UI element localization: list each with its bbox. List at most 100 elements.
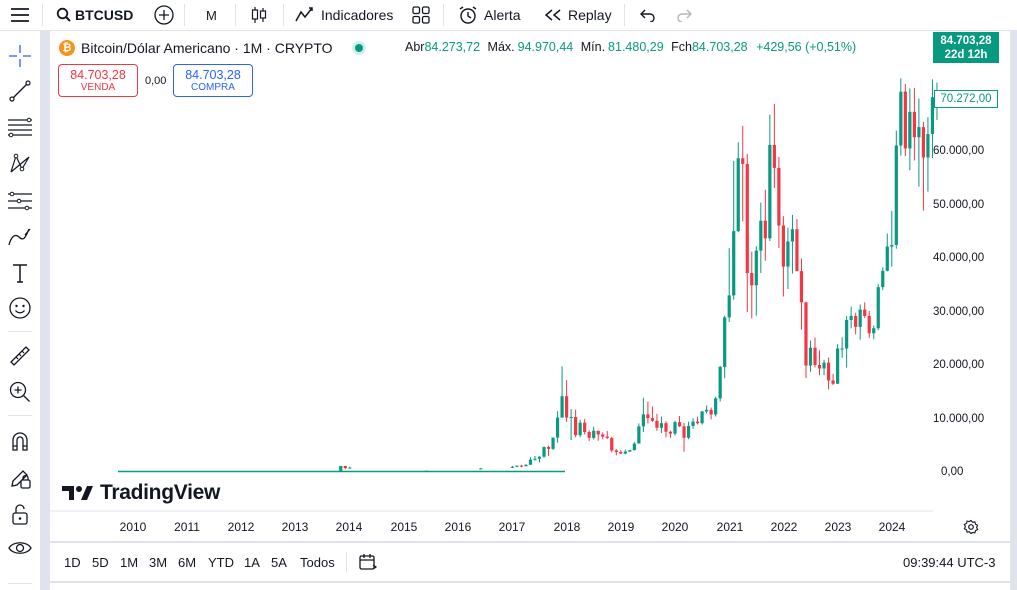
indicators-button[interactable]: Indicadores: [295, 0, 393, 30]
text-tool-icon[interactable]: [6, 260, 34, 286]
redo-icon: [677, 9, 692, 22]
year-tick: 2016: [444, 520, 472, 534]
replay-button[interactable]: Replay: [544, 0, 612, 30]
crosshair-tool-icon[interactable]: [6, 43, 34, 69]
sell-button[interactable]: 84.703,28 VENDA: [58, 64, 138, 97]
ruler-tool-icon[interactable]: [6, 343, 34, 369]
candle-2019-07: [646, 401, 650, 424]
grid-icon: [412, 6, 430, 24]
symbol-search-button[interactable]: BTCUSD: [56, 0, 133, 30]
price-chart[interactable]: [50, 31, 1010, 541]
range-button-5d[interactable]: 5D: [92, 554, 109, 570]
candle-body: [903, 91, 907, 149]
range-button-1a[interactable]: 1A: [244, 554, 260, 570]
candle-body: [772, 144, 776, 168]
undo-icon: [640, 9, 655, 22]
candle-body: [759, 220, 763, 251]
candle-2022-01: [781, 216, 785, 297]
range-button-1m[interactable]: 1M: [120, 554, 139, 570]
candle-2022-02: [786, 227, 790, 290]
range-button-ytd[interactable]: YTD: [208, 554, 234, 570]
candle-2021-06: [750, 251, 754, 319]
candle-2020-08: [705, 405, 709, 414]
candle-2019-12: [668, 430, 673, 438]
candle-body: [718, 366, 722, 399]
candle-body: [836, 348, 840, 384]
lock-icon[interactable]: [6, 501, 34, 527]
range-button-3m[interactable]: 3M: [149, 554, 168, 570]
candle-body: [664, 423, 668, 432]
emoji-tool-icon[interactable]: [6, 295, 34, 321]
candle-2017-03: [519, 464, 524, 468]
market-status-dot: [354, 44, 363, 52]
trend-line-tool-icon[interactable]: [6, 78, 34, 104]
candle-body: [854, 315, 858, 327]
year-tick: 2018: [553, 520, 581, 534]
candle-body: [628, 450, 632, 452]
magnet-icon[interactable]: [6, 428, 34, 454]
candle-body: [926, 134, 930, 158]
candle-body: [565, 396, 569, 418]
year-tick: 2021: [716, 520, 744, 534]
candle-2020-03: [682, 422, 686, 452]
fib-retracement-tool-icon[interactable]: [6, 115, 34, 141]
date-range-button[interactable]: [358, 543, 378, 581]
pattern-tool-icon[interactable]: [6, 151, 34, 177]
alert-label: Alerta: [484, 7, 521, 23]
candle-2021-08: [759, 202, 763, 274]
open-label: Abr: [405, 40, 425, 54]
redo-button[interactable]: [676, 0, 694, 30]
chart-panel[interactable]: ₿ Bitcoin/Dólar Americano · 1M · CRYPTO …: [50, 31, 1010, 541]
candle-2022-03: [790, 214, 795, 274]
alert-button[interactable]: Alerta: [458, 0, 521, 30]
candle-2019-02: [623, 449, 627, 455]
buy-button[interactable]: 84.703,28 COMPRA: [173, 64, 253, 97]
eye-icon[interactable]: [6, 535, 34, 561]
candle-2017-07: [537, 456, 542, 463]
forecast-tool-icon[interactable]: [6, 188, 34, 214]
range-button-1d[interactable]: 1D: [64, 554, 81, 570]
candle-body: [569, 417, 573, 419]
undo-button[interactable]: [638, 0, 656, 30]
drawing-toolbar: [0, 31, 40, 590]
close-label: Fch: [671, 40, 692, 54]
candle-body: [546, 446, 551, 449]
rewind-icon: [544, 9, 561, 21]
indicators-icon: [295, 7, 313, 22]
range-button-5a[interactable]: 5A: [271, 554, 287, 570]
candle-body: [840, 348, 844, 350]
range-button-all[interactable]: Todos: [300, 554, 335, 570]
brush-tool-icon[interactable]: [6, 224, 34, 250]
price-tick: 60.000,00: [933, 145, 985, 157]
candle-body: [917, 127, 921, 138]
candle-2023-07: [863, 302, 867, 319]
menu-icon[interactable]: [10, 0, 30, 30]
price-tick: 50.000,00: [933, 199, 985, 211]
zoom-in-icon[interactable]: [6, 379, 34, 405]
year-tick: 2020: [661, 520, 689, 534]
candle-2019-08: [650, 406, 655, 422]
clock-readout[interactable]: 09:39:44 UTC-3: [903, 554, 996, 570]
candle-body: [921, 127, 926, 158]
year-tick: 2013: [281, 520, 309, 534]
candle-2020-06: [695, 416, 700, 425]
candle-body: [637, 426, 641, 444]
compare-symbol-button[interactable]: [153, 0, 175, 30]
search-icon: [56, 7, 71, 22]
stay-in-drawing-mode-icon[interactable]: [6, 465, 34, 491]
candle-body: [817, 365, 822, 369]
candle-2020-12: [723, 315, 727, 379]
interval-button[interactable]: M: [206, 7, 217, 23]
candle-body: [867, 315, 871, 334]
candle-body: [677, 422, 682, 427]
candle-2023-06: [858, 304, 862, 340]
chart-type-button[interactable]: [250, 0, 268, 30]
watermark-text: TradingView: [100, 481, 221, 504]
range-button-6m[interactable]: 6M: [178, 554, 197, 570]
candle-2017-06: [533, 455, 537, 461]
settings-icon[interactable]: [963, 519, 979, 540]
candle-2018-06: [587, 430, 591, 442]
candle-2018-05: [583, 418, 587, 435]
layouts-button[interactable]: [412, 0, 430, 30]
candle-body: [876, 287, 880, 329]
